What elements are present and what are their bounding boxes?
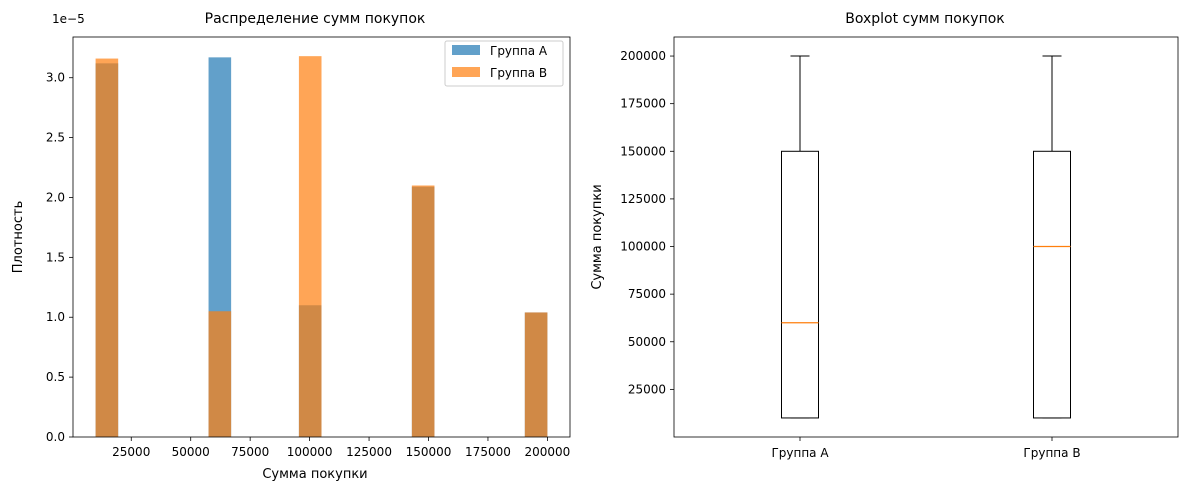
boxplot-title: Boxplot сумм покупок (845, 11, 1005, 27)
histogram-bar-group-b (411, 185, 435, 437)
y-tick-label: 1.5 (46, 250, 65, 264)
histogram-chart: Распределение сумм покупок 1e−5 25000 500… (11, 11, 571, 482)
x-tick-label: 200000 (525, 445, 571, 459)
boxplot-frame (673, 36, 1179, 438)
histogram-y-axis-label: Плотность (11, 201, 26, 273)
y-tick-label: 3.0 (46, 71, 65, 85)
x-tick-label: 175000 (465, 445, 511, 459)
legend-label-group-a: Группа A (490, 44, 548, 58)
x-tick-label: Группа B (1023, 446, 1080, 460)
x-tick-label: 25000 (112, 445, 150, 459)
x-tick-label: 150000 (406, 445, 452, 459)
y-tick-label: 200000 (620, 49, 666, 63)
y-tick-label: 75000 (628, 287, 666, 301)
box-body-group-b (1033, 150, 1071, 419)
y-tick-label: 2.0 (46, 190, 65, 204)
histogram-bar-group-b (524, 312, 548, 437)
x-tick-label: Группа A (771, 446, 829, 460)
y-tick-label: 0.5 (46, 370, 65, 384)
boxplot-boxes (781, 55, 1071, 419)
histogram-bars (95, 56, 548, 438)
histogram-bar-group-b (95, 58, 119, 437)
y-tick-label: 150000 (620, 144, 666, 158)
histogram-bar-group-b (298, 56, 322, 437)
histogram-legend: Группа A Группа B (444, 40, 564, 87)
legend-label-group-b: Группа B (490, 66, 547, 80)
y-tick-label: 2.5 (46, 131, 65, 145)
x-tick-label: 125000 (346, 445, 392, 459)
histogram-bar-group-b (208, 311, 232, 437)
histogram-x-axis-label: Сумма покупки (262, 467, 367, 482)
x-tick-label: 50000 (172, 445, 210, 459)
y-tick-label: 125000 (620, 192, 666, 206)
histogram-axes-ticks: 25000 50000 75000 100000 125000 150000 175000 2… (46, 71, 570, 459)
y-tick-label: 0.0 (46, 430, 65, 444)
y-tick-label: 100000 (620, 240, 666, 254)
legend-swatch-group-a (452, 45, 480, 55)
boxplot-axes-ticks: 25000 50000 75000 100000 125000 150000 175000 2… (620, 49, 1080, 460)
x-tick-label: 75000 (231, 445, 269, 459)
histogram-title: Распределение сумм покупок (205, 11, 426, 27)
histogram-offset-label: 1e−5 (52, 12, 85, 26)
boxplot-y-axis-label: Сумма покупки (590, 184, 605, 289)
legend-swatch-group-b (452, 67, 480, 77)
boxplot-chart: Boxplot сумм покупок 25000 50000 75000 1000… (590, 11, 1179, 460)
y-tick-label: 175000 (620, 97, 666, 111)
y-tick-label: 1.0 (46, 310, 65, 324)
y-tick-label: 50000 (628, 335, 666, 349)
y-tick-label: 25000 (628, 382, 666, 396)
histogram-frame (72, 36, 571, 438)
box-body-group-a (781, 150, 819, 419)
x-tick-label: 100000 (287, 445, 333, 459)
